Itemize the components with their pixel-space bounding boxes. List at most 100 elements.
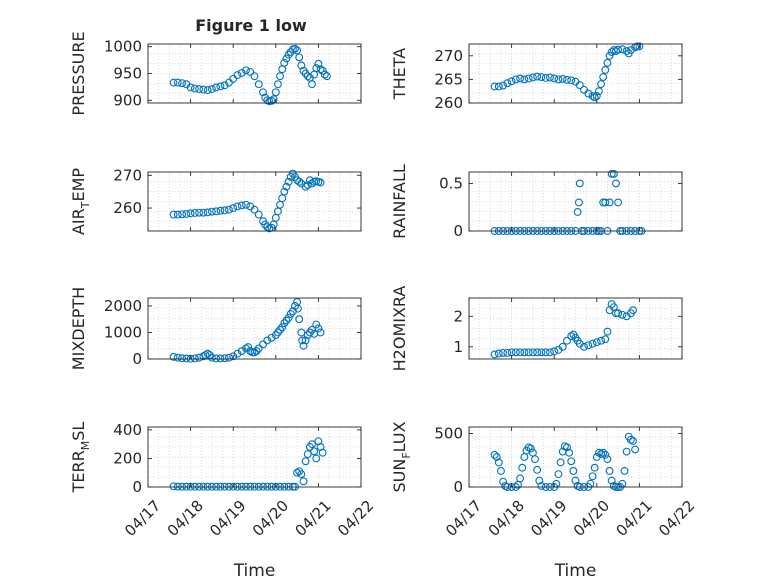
data-point [567,76,576,85]
y-axis-label-part: MIXDEPTH [69,287,88,370]
y-tick-label: 0 [132,350,142,368]
data-point [603,327,612,336]
data-point [563,336,571,345]
data-point [511,75,520,84]
data-point [316,328,325,337]
data-point [267,333,276,342]
data-point [182,354,191,363]
axes-box [147,171,362,232]
data-point [284,313,293,322]
data-point [216,82,225,91]
data-point [597,336,606,345]
data-point [301,457,310,466]
data-point [603,58,612,67]
data-point [173,78,182,87]
data-point [629,436,637,445]
data-point [633,42,642,51]
data-point [614,309,623,318]
data-point [533,72,542,81]
data-point [216,206,225,215]
data-point [520,348,529,357]
data-point [252,347,261,355]
data-point [497,466,505,475]
data-point [569,466,578,475]
data-point [301,182,310,191]
data-point [207,85,216,94]
data-point [237,69,246,77]
data-point [254,80,263,89]
data-point [278,323,287,332]
data-point [261,220,270,229]
y-tick-label: 400 [113,421,142,439]
data-point [605,466,614,475]
data-point [299,341,308,350]
data-point [282,182,291,191]
data-point [271,88,280,97]
data-point [224,205,233,214]
data-point [575,179,584,188]
data-point [629,306,637,315]
data-point [295,177,304,186]
data-point [524,74,533,83]
y-axis-label: SUNFLUX [390,421,413,492]
data-point [622,447,631,456]
data-point [563,75,571,84]
data-point [295,315,304,324]
data-point [312,320,321,329]
y-axis-label-part: EMP [69,168,88,202]
data-point [567,332,576,341]
data-point [190,354,199,363]
data-point [537,73,546,81]
y-axis-label-part: SL [69,422,88,441]
data-point [229,352,238,361]
data-point [282,316,291,325]
data-point [545,73,554,82]
y-axis-label: MIXDEPTH [69,287,88,370]
y-tick-label: 900 [113,91,142,109]
axes-box [468,297,683,360]
data-point [273,80,282,89]
axes-box [147,297,362,360]
data-point [267,96,276,105]
data-point [259,88,267,97]
y-axis-label-part: H2OMIXRA [390,286,409,372]
data-point [531,455,539,464]
data-point [554,75,563,84]
data-point [605,198,614,207]
data-point [535,476,544,485]
axes-background [148,172,361,231]
data-point [601,450,610,459]
data-point [603,455,612,464]
data-point [308,80,316,89]
y-tick-label: 0 [453,478,463,496]
data-point [599,73,608,81]
axes-box [468,43,683,104]
data-point [584,341,593,350]
axes-box [468,171,683,232]
data-point [601,335,610,344]
data-point [494,458,503,467]
data-point [250,205,259,214]
data-point [301,336,310,345]
y-tick-label: 0.5 [439,174,463,192]
data-point [254,210,263,219]
data-point [178,354,187,363]
data-point [248,348,257,357]
subplot-theta: 260 265 270 THETA [390,42,683,112]
data-point [528,348,537,357]
y-tick-label: 500 [434,424,463,442]
data-point [233,349,242,358]
data-point [558,342,567,351]
y-axis-label: PRESSURE [69,31,88,115]
data-point [178,79,187,88]
axes-box [147,426,362,488]
data-point [233,202,242,211]
data-point [190,84,199,93]
y-axis-label-subscript: T [79,201,92,209]
data-point [494,82,503,91]
data-point [203,86,212,95]
data-point [220,81,229,90]
data-point [169,352,178,361]
data-point [528,73,537,82]
